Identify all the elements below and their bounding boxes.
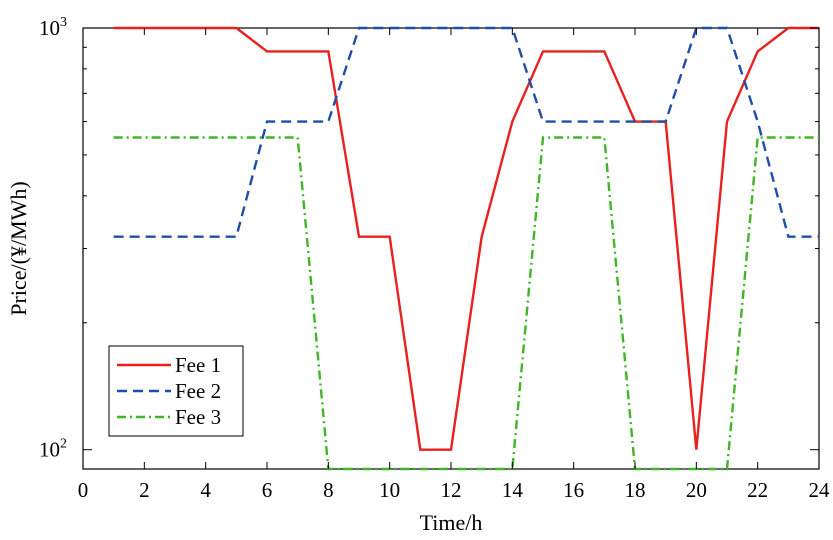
x-tick-label: 2 xyxy=(139,478,150,502)
x-axis-title: Time/h xyxy=(420,510,483,535)
x-tick-label: 0 xyxy=(78,478,89,502)
legend-label-1: Fee 1 xyxy=(175,353,221,377)
x-tick-label: 24 xyxy=(809,478,831,502)
legend-label-3: Fee 3 xyxy=(175,405,221,429)
x-tick-label: 8 xyxy=(323,478,334,502)
x-tick-label: 22 xyxy=(747,478,768,502)
series-line-1 xyxy=(113,26,819,451)
x-tick-label: 4 xyxy=(200,478,211,502)
legend-box xyxy=(108,345,244,437)
x-tick-label: 6 xyxy=(262,478,273,502)
series-lines xyxy=(113,26,819,471)
series-line-3 xyxy=(113,136,819,471)
axis-ticks xyxy=(82,27,820,470)
x-tick-label: 20 xyxy=(686,478,707,502)
y-tick-label: 102 xyxy=(39,437,67,462)
x-tick-label: 16 xyxy=(563,478,584,502)
y-tick-label: 103 xyxy=(39,15,67,40)
series-line-2 xyxy=(113,26,819,238)
x-tick-label: 18 xyxy=(625,478,646,502)
x-tick-label: 12 xyxy=(441,478,462,502)
x-tick-label: 14 xyxy=(502,478,524,502)
y-axis-title: Price/(¥/MWh) xyxy=(6,181,31,315)
x-tick-label: 10 xyxy=(379,478,400,502)
legend-label-2: Fee 2 xyxy=(175,379,221,403)
